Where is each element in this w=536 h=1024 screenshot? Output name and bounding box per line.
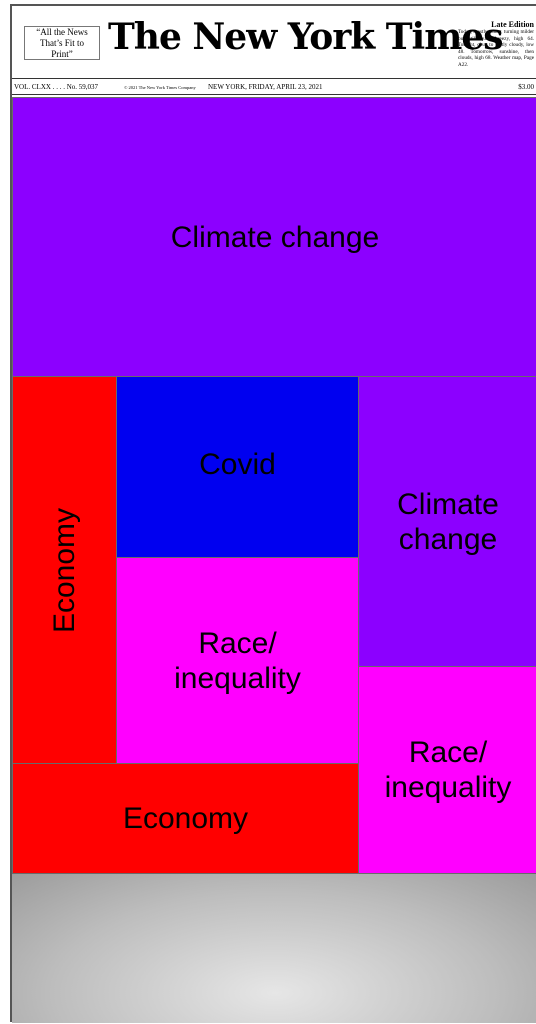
topic-block: Economy [12,376,117,764]
topic-label: Climate change [397,487,499,556]
masthead: “All the News That’s Fit to Print” The N… [12,6,536,97]
topic-label: Climate change [170,220,380,254]
volume: VOL. CLXX . . . . No. 59,037 [14,83,98,91]
topic-label: Covid [199,448,276,481]
topic-label: Race/ inequality [174,626,301,695]
rule [12,78,536,79]
price: $3.00 [518,83,534,91]
weather: Today, mostly sunny, turning milder but … [458,29,534,68]
newspaper-title: The New York Times [108,16,504,58]
topic-label: Economy [122,802,249,835]
topic-block: Covid [116,376,359,558]
topic-block: Climate change [358,376,536,667]
copyright: © 2021 The New York Times Company [124,85,196,90]
topic-block: Race/ inequality [116,557,359,764]
edition: Late Edition [491,20,534,29]
dateline: NEW YORK, FRIDAY, APRIL 23, 2021 [208,83,323,91]
topic-block: Climate change [12,97,536,377]
topic-block: Economy [12,763,359,874]
empty-area [12,873,536,1023]
topic-label: Economy [48,507,81,633]
rule [12,94,536,95]
ear-slogan: “All the News That’s Fit to Print” [24,26,100,60]
topic-label: Race/ inequality [384,736,512,804]
topic-block: Race/ inequality [358,666,536,874]
